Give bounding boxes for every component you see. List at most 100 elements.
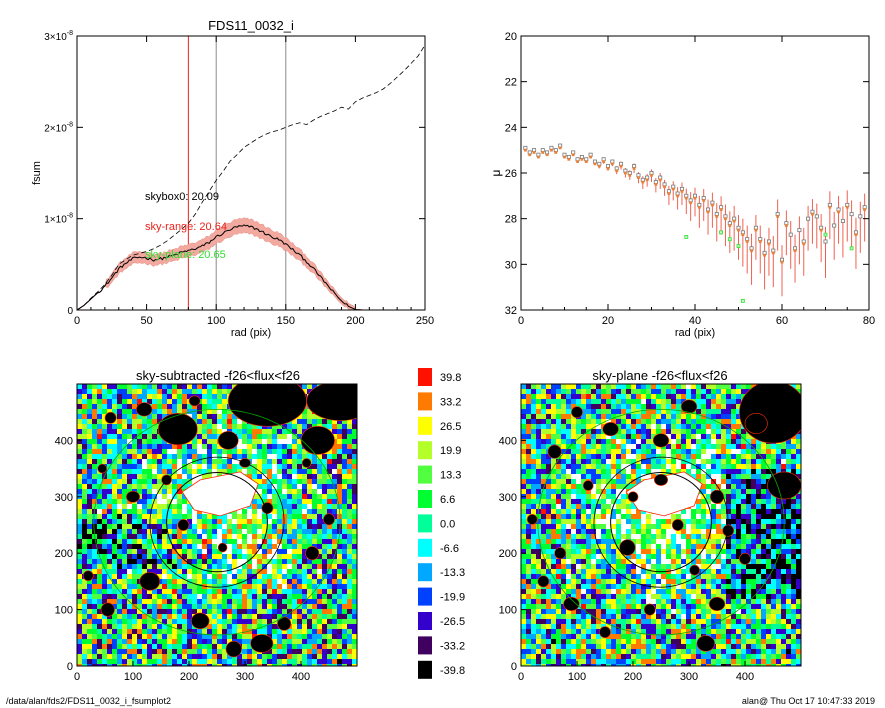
map-pixel (312, 574, 318, 580)
map-pixel (741, 494, 747, 500)
map-pixel (77, 434, 83, 440)
map-pixel (322, 424, 328, 430)
map-pixel (267, 429, 273, 435)
map-pixel (197, 439, 203, 445)
map-pixel (566, 409, 572, 415)
map-pixel (686, 449, 692, 455)
map-pixel (621, 419, 627, 425)
map-pixel (701, 444, 707, 450)
map-pixel (102, 384, 108, 390)
map-pixel (611, 414, 617, 420)
map-pixel (621, 439, 627, 445)
map-pixel (317, 494, 323, 500)
map-pixel (566, 394, 572, 400)
map-pixel (272, 509, 278, 515)
map-pixel (561, 389, 567, 395)
map-pixel (706, 419, 712, 425)
map-pixel (631, 459, 637, 465)
map-pixel (521, 489, 527, 495)
map-pixel (616, 494, 622, 500)
mu-point-orange (767, 242, 771, 246)
map-pixel (192, 439, 198, 445)
map-pixel (112, 554, 118, 560)
map-pixel (82, 594, 88, 600)
map-pixel (212, 599, 218, 605)
map-pixel (197, 594, 203, 600)
map-pixel (766, 489, 772, 495)
map-pixel (262, 594, 268, 600)
map-pixel (117, 504, 123, 510)
map-pixel (252, 434, 258, 440)
map-pixel (112, 654, 118, 660)
map-pixel (202, 514, 208, 520)
map-pixel (352, 594, 357, 600)
map-pixel (237, 449, 243, 455)
map-pixel (581, 399, 587, 405)
map-pixel (87, 559, 93, 565)
map-pixel (327, 494, 333, 500)
map-pixel (187, 444, 193, 450)
mu-point-orange (689, 201, 693, 205)
map-pixel (661, 419, 667, 425)
map-pixel (82, 579, 88, 585)
map-pixel (347, 574, 353, 580)
map-pixel (736, 494, 742, 500)
map-pixel (102, 559, 108, 565)
map-pixel (731, 404, 737, 410)
map-pixel (317, 524, 323, 530)
map-pixel (681, 424, 687, 430)
map-pixel (711, 459, 717, 465)
map-pixel (586, 404, 592, 410)
map-pixel (561, 444, 567, 450)
map-pixel (307, 529, 313, 535)
map-pixel (227, 534, 233, 540)
map-pixel (726, 434, 732, 440)
map-pixel (192, 534, 198, 540)
map-pixel (342, 564, 348, 570)
map-pixel (107, 549, 113, 555)
map-pixel (312, 519, 318, 525)
map-pixel (651, 434, 657, 440)
map-pixel (127, 474, 133, 480)
map-pixel (122, 459, 128, 465)
map-pixel (132, 664, 138, 666)
map-pixel (342, 584, 348, 590)
map-pixel (646, 474, 652, 480)
map-pixel (207, 589, 213, 595)
map-pixel (87, 509, 93, 515)
map-pixel (721, 424, 727, 430)
map-pixel (741, 499, 747, 505)
map-pixel (731, 394, 737, 400)
map-pixel (207, 439, 213, 445)
map-pixel (551, 409, 557, 415)
map-pixel (92, 499, 98, 505)
map-pixel (751, 489, 757, 495)
map-pixel (147, 419, 153, 425)
map-pixel (317, 514, 323, 520)
mu-point-orange (715, 214, 719, 218)
map-pixel (691, 419, 697, 425)
map-pixel (327, 549, 333, 555)
map-pixel (337, 504, 343, 510)
map-pixel (766, 469, 772, 475)
map-pixel (157, 464, 163, 470)
map-pixel (162, 444, 168, 450)
mu-point-orange (563, 155, 566, 159)
map-pixel (596, 464, 602, 470)
map-pixel (262, 459, 268, 465)
map-pixel (172, 514, 178, 520)
map-pixel (566, 489, 572, 495)
map-pixel (197, 459, 203, 465)
map-pixel (626, 434, 632, 440)
map-pixel (157, 644, 163, 650)
map-pixel (267, 489, 273, 495)
map-pixel (137, 519, 143, 525)
map-pixel (282, 474, 288, 480)
map-pixel (182, 399, 188, 405)
map-pixel (247, 649, 253, 655)
map-pixel (761, 444, 767, 450)
map-pixel (347, 594, 353, 600)
map-pixel (117, 459, 123, 465)
map-pixel (222, 404, 228, 410)
map-pixel (177, 649, 183, 655)
